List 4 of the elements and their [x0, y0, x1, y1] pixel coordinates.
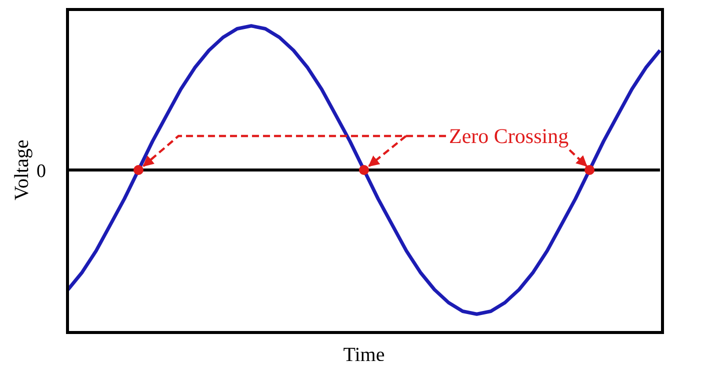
text: 0: [36, 161, 46, 182]
y-axis-title: Voltage: [11, 140, 33, 200]
x-axis-title: Time: [343, 344, 385, 366]
annotation: Zero Crossing: [449, 124, 570, 148]
